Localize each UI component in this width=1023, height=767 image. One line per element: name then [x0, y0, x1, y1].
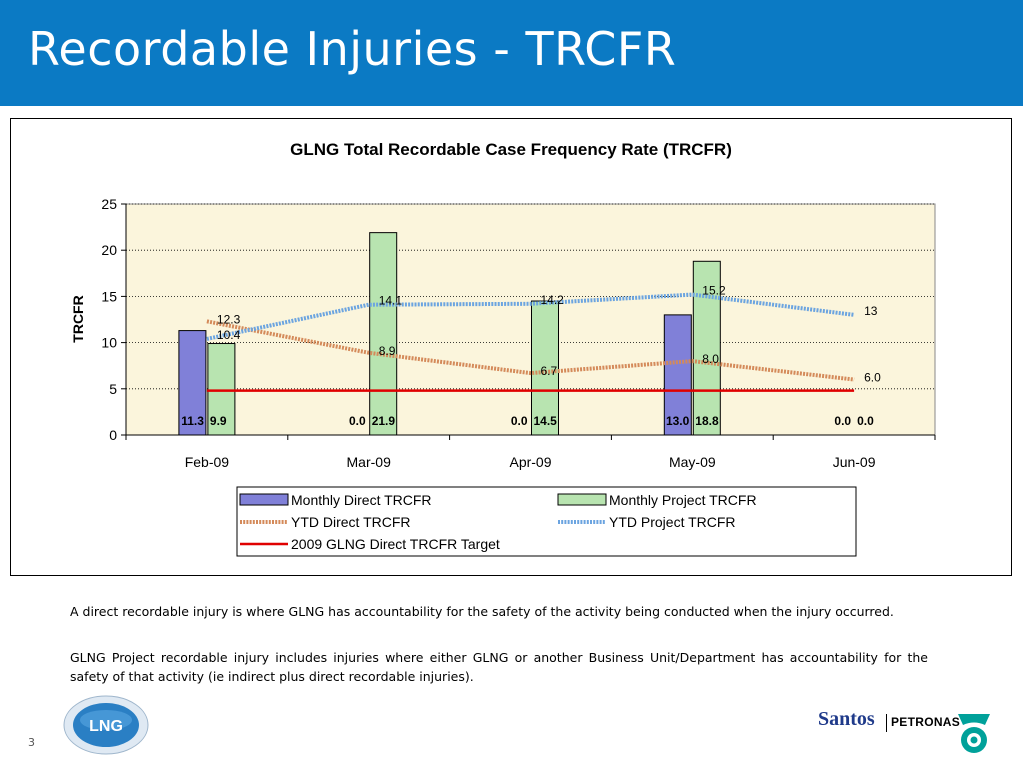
x-tick-label: May-09 [669, 454, 716, 470]
chart-frame: GLNG Total Recordable Case Frequency Rat… [10, 118, 1012, 576]
bar-value-label: 0.0 [349, 414, 366, 428]
line-value-label: 8.0 [702, 352, 719, 366]
y-tick-label: 25 [101, 196, 117, 212]
bar [692, 260, 721, 436]
x-tick-label: Apr-09 [509, 454, 551, 470]
bar [663, 314, 692, 436]
legend-label: YTD Project TRCFR [609, 514, 736, 530]
plot-area [125, 203, 936, 436]
petronas-emblem-icon [955, 711, 993, 760]
note-project-injury: GLNG Project recordable injury includes … [70, 650, 928, 684]
slide-title: Recordable Injuries - TRCFR [28, 22, 677, 76]
legend-swatch [557, 493, 607, 506]
y-tick-label: 20 [101, 242, 117, 258]
legend-label: Monthly Direct TRCFR [291, 492, 432, 508]
bar [369, 232, 398, 436]
line-value-label: 13 [864, 304, 878, 318]
trcfr-chart: GLNG Total Recordable Case Frequency Rat… [70, 140, 936, 557]
line-value-label: 6.7 [541, 364, 558, 378]
x-tick-label: Feb-09 [185, 454, 230, 470]
bar-value-label: 0.0 [857, 414, 874, 428]
bar-value-label: 0.0 [511, 414, 528, 428]
petronas-logo: PETRONAS [891, 715, 961, 729]
x-tick-label: Jun-09 [833, 454, 876, 470]
logo-separator [886, 714, 887, 732]
chart-title: GLNG Total Recordable Case Frequency Rat… [290, 140, 732, 159]
bar [207, 343, 236, 436]
legend-swatch [239, 493, 289, 506]
series-line [206, 292, 855, 341]
note-direct-injury: A direct recordable injury is where GLNG… [70, 604, 894, 619]
line-value-label: 14.1 [379, 294, 403, 308]
x-tick-label: Mar-09 [347, 454, 392, 470]
line-value-label: 15.2 [702, 284, 726, 298]
page-number: 3 [28, 736, 35, 749]
bar-value-label: 13.0 [666, 414, 690, 428]
line-value-label: 14.2 [541, 293, 565, 307]
bar [178, 330, 207, 436]
line-value-label: 6.0 [864, 371, 881, 385]
y-tick-label: 0 [109, 427, 117, 443]
legend-label: Monthly Project TRCFR [609, 492, 757, 508]
series-line [206, 319, 855, 382]
y-axis-title: TRCFR [70, 295, 86, 342]
bar-value-label: 14.5 [534, 414, 558, 428]
bar-value-label: 9.9 [210, 414, 227, 428]
line-value-label: 10.4 [217, 328, 241, 342]
bar-value-label: 21.9 [372, 414, 396, 428]
bar-value-label: 11.3 [181, 414, 204, 428]
legend-label: 2009 GLNG Direct TRCFR Target [291, 536, 500, 552]
bar [531, 300, 559, 436]
bar-value-label: 0.0 [834, 414, 851, 428]
y-tick-label: 10 [101, 335, 117, 351]
y-tick-label: 5 [109, 381, 117, 397]
santos-logo: Santos [818, 708, 875, 730]
y-tick-label: 15 [101, 288, 117, 304]
line-value-label: 12.3 [217, 312, 241, 326]
bar-value-label: 18.8 [695, 414, 719, 428]
line-value-label: 8.9 [379, 344, 396, 358]
lng-logo: LNG [62, 694, 150, 761]
svg-text:LNG: LNG [89, 718, 123, 735]
chart-legend [236, 486, 857, 557]
title-bar: Recordable Injuries - TRCFR [0, 0, 1023, 106]
legend-label: YTD Direct TRCFR [291, 514, 411, 530]
